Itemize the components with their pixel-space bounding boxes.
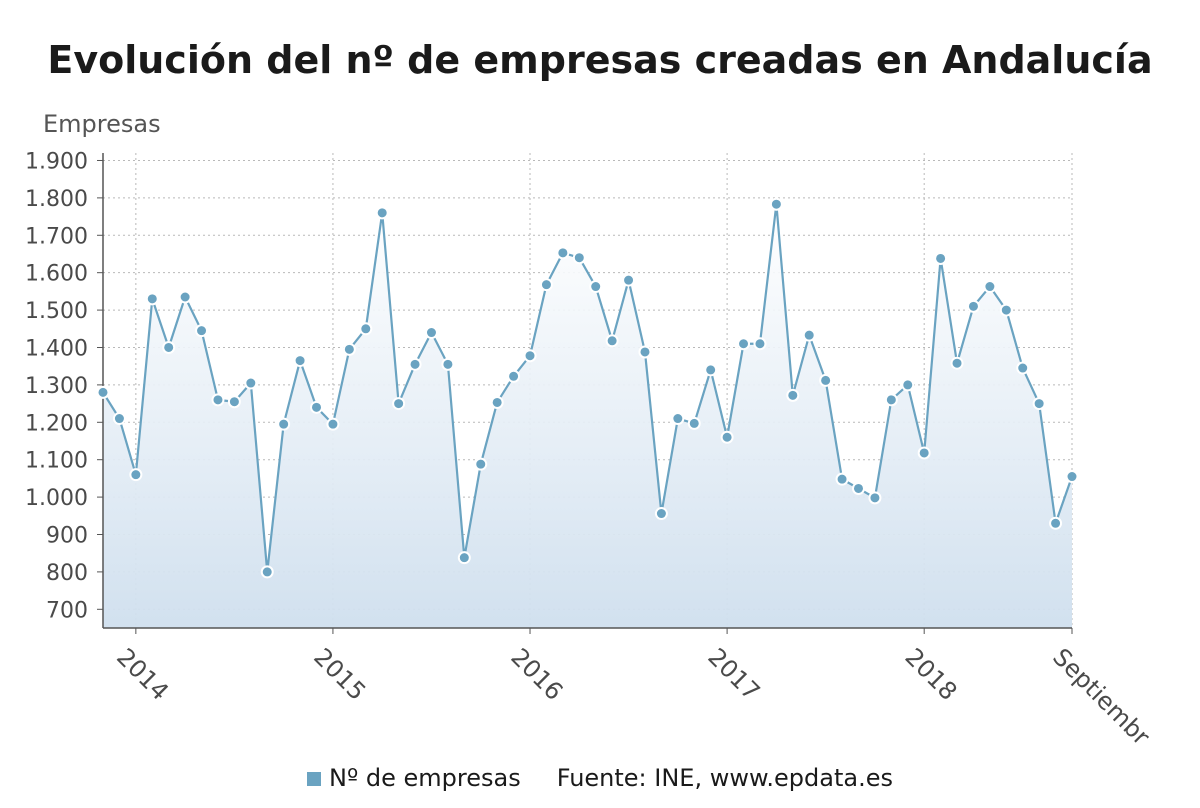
y-tick-label: 900 xyxy=(46,523,88,548)
data-point xyxy=(162,340,176,354)
data-point xyxy=(490,395,504,409)
y-tick-labels: 700 800 900 1.000 1.100 1.200 1.300 1.400 1.500 1… xyxy=(25,149,88,623)
data-point xyxy=(769,197,783,211)
data-point xyxy=(408,357,422,371)
data-point xyxy=(195,324,209,338)
x-tick-label: 2015 xyxy=(308,643,371,706)
data-point xyxy=(441,357,455,371)
y-tick-label: 1.100 xyxy=(25,449,88,474)
data-point xyxy=(884,393,898,407)
source-note: Fuente: INE, www.epdata.es xyxy=(556,764,893,792)
y-tick-label: 1.300 xyxy=(25,374,88,399)
data-point xyxy=(310,400,324,414)
y-tick-label: 700 xyxy=(46,598,88,623)
data-point xyxy=(1032,397,1046,411)
data-point xyxy=(720,430,734,444)
y-tick-label: 1.500 xyxy=(25,299,88,324)
data-point xyxy=(753,337,767,351)
data-point xyxy=(638,345,652,359)
y-axis-label: Empresas xyxy=(43,110,161,138)
data-point xyxy=(539,278,553,292)
data-point xyxy=(737,337,751,351)
data-point xyxy=(474,457,488,471)
data-point xyxy=(802,328,816,342)
chart-title: Evolución del nº de empresas creadas en … xyxy=(47,38,1153,82)
data-point xyxy=(1049,516,1063,530)
data-point xyxy=(211,393,225,407)
data-point xyxy=(605,334,619,348)
data-point xyxy=(819,373,833,387)
data-point xyxy=(277,417,291,431)
area-fill-path xyxy=(103,204,1072,628)
legend: Nº de empresas Fuente: INE, www.epdata.es xyxy=(0,764,1200,792)
y-tick-label: 1.800 xyxy=(25,187,88,212)
y-tick-label: 1.200 xyxy=(25,411,88,436)
data-point xyxy=(1016,361,1030,375)
data-point xyxy=(835,472,849,486)
data-points xyxy=(96,197,1079,579)
data-point xyxy=(671,412,685,426)
data-point xyxy=(622,273,636,287)
data-point xyxy=(654,507,668,521)
series-line-layer xyxy=(102,203,1074,573)
data-point xyxy=(999,303,1013,317)
y-tick-label: 800 xyxy=(46,561,88,586)
data-point xyxy=(868,491,882,505)
x-tick-label: 2017 xyxy=(702,643,765,706)
x-tick-label: 2014 xyxy=(111,643,174,706)
data-point xyxy=(293,354,307,368)
data-point xyxy=(851,481,865,495)
data-point xyxy=(704,363,718,377)
data-point xyxy=(392,397,406,411)
data-point xyxy=(507,369,521,383)
x-tick-label: Septiembr xyxy=(1047,643,1155,751)
y-tick-label: 1.700 xyxy=(25,224,88,249)
legend-swatch xyxy=(306,772,321,786)
data-point xyxy=(556,246,570,260)
data-point xyxy=(326,417,340,431)
data-point xyxy=(260,565,274,579)
data-point xyxy=(129,468,143,482)
data-point xyxy=(901,378,915,392)
data-point xyxy=(983,280,997,294)
data-point xyxy=(934,251,948,265)
data-point xyxy=(96,385,110,399)
data-point xyxy=(572,251,586,265)
data-point xyxy=(523,349,537,363)
data-point xyxy=(786,388,800,402)
data-point xyxy=(589,280,603,294)
data-point xyxy=(1065,470,1079,484)
data-point xyxy=(227,395,241,409)
legend-series-label: Nº de empresas xyxy=(328,764,521,792)
data-point xyxy=(687,416,701,430)
series-line xyxy=(102,203,1074,573)
y-tick-label: 1.600 xyxy=(25,262,88,287)
x-tick-label: 2016 xyxy=(505,643,568,706)
data-point xyxy=(244,376,258,390)
data-point xyxy=(966,299,980,313)
data-point xyxy=(145,292,159,306)
data-point xyxy=(917,446,931,460)
data-point xyxy=(950,356,964,370)
data-point xyxy=(424,326,438,340)
x-tick-labels: 2014 2015 2016 2017 2018 Septiembr xyxy=(111,643,1155,751)
y-tick-label: 1.400 xyxy=(25,336,88,361)
data-point xyxy=(342,342,356,356)
data-point xyxy=(178,290,192,304)
x-tick-label: 2018 xyxy=(900,643,963,706)
y-tick-label: 1.900 xyxy=(25,149,88,174)
data-point xyxy=(112,412,126,426)
data-point xyxy=(457,551,471,565)
data-point xyxy=(359,322,373,336)
area-fill xyxy=(103,204,1072,628)
data-point xyxy=(375,206,389,220)
y-tick-label: 1.000 xyxy=(25,486,88,511)
